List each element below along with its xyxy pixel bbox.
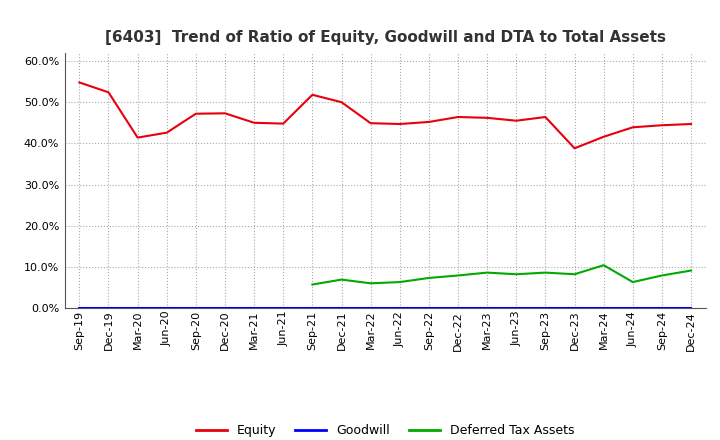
Title: [6403]  Trend of Ratio of Equity, Goodwill and DTA to Total Assets: [6403] Trend of Ratio of Equity, Goodwil…	[104, 29, 666, 45]
Legend: Equity, Goodwill, Deferred Tax Assets: Equity, Goodwill, Deferred Tax Assets	[191, 419, 580, 440]
